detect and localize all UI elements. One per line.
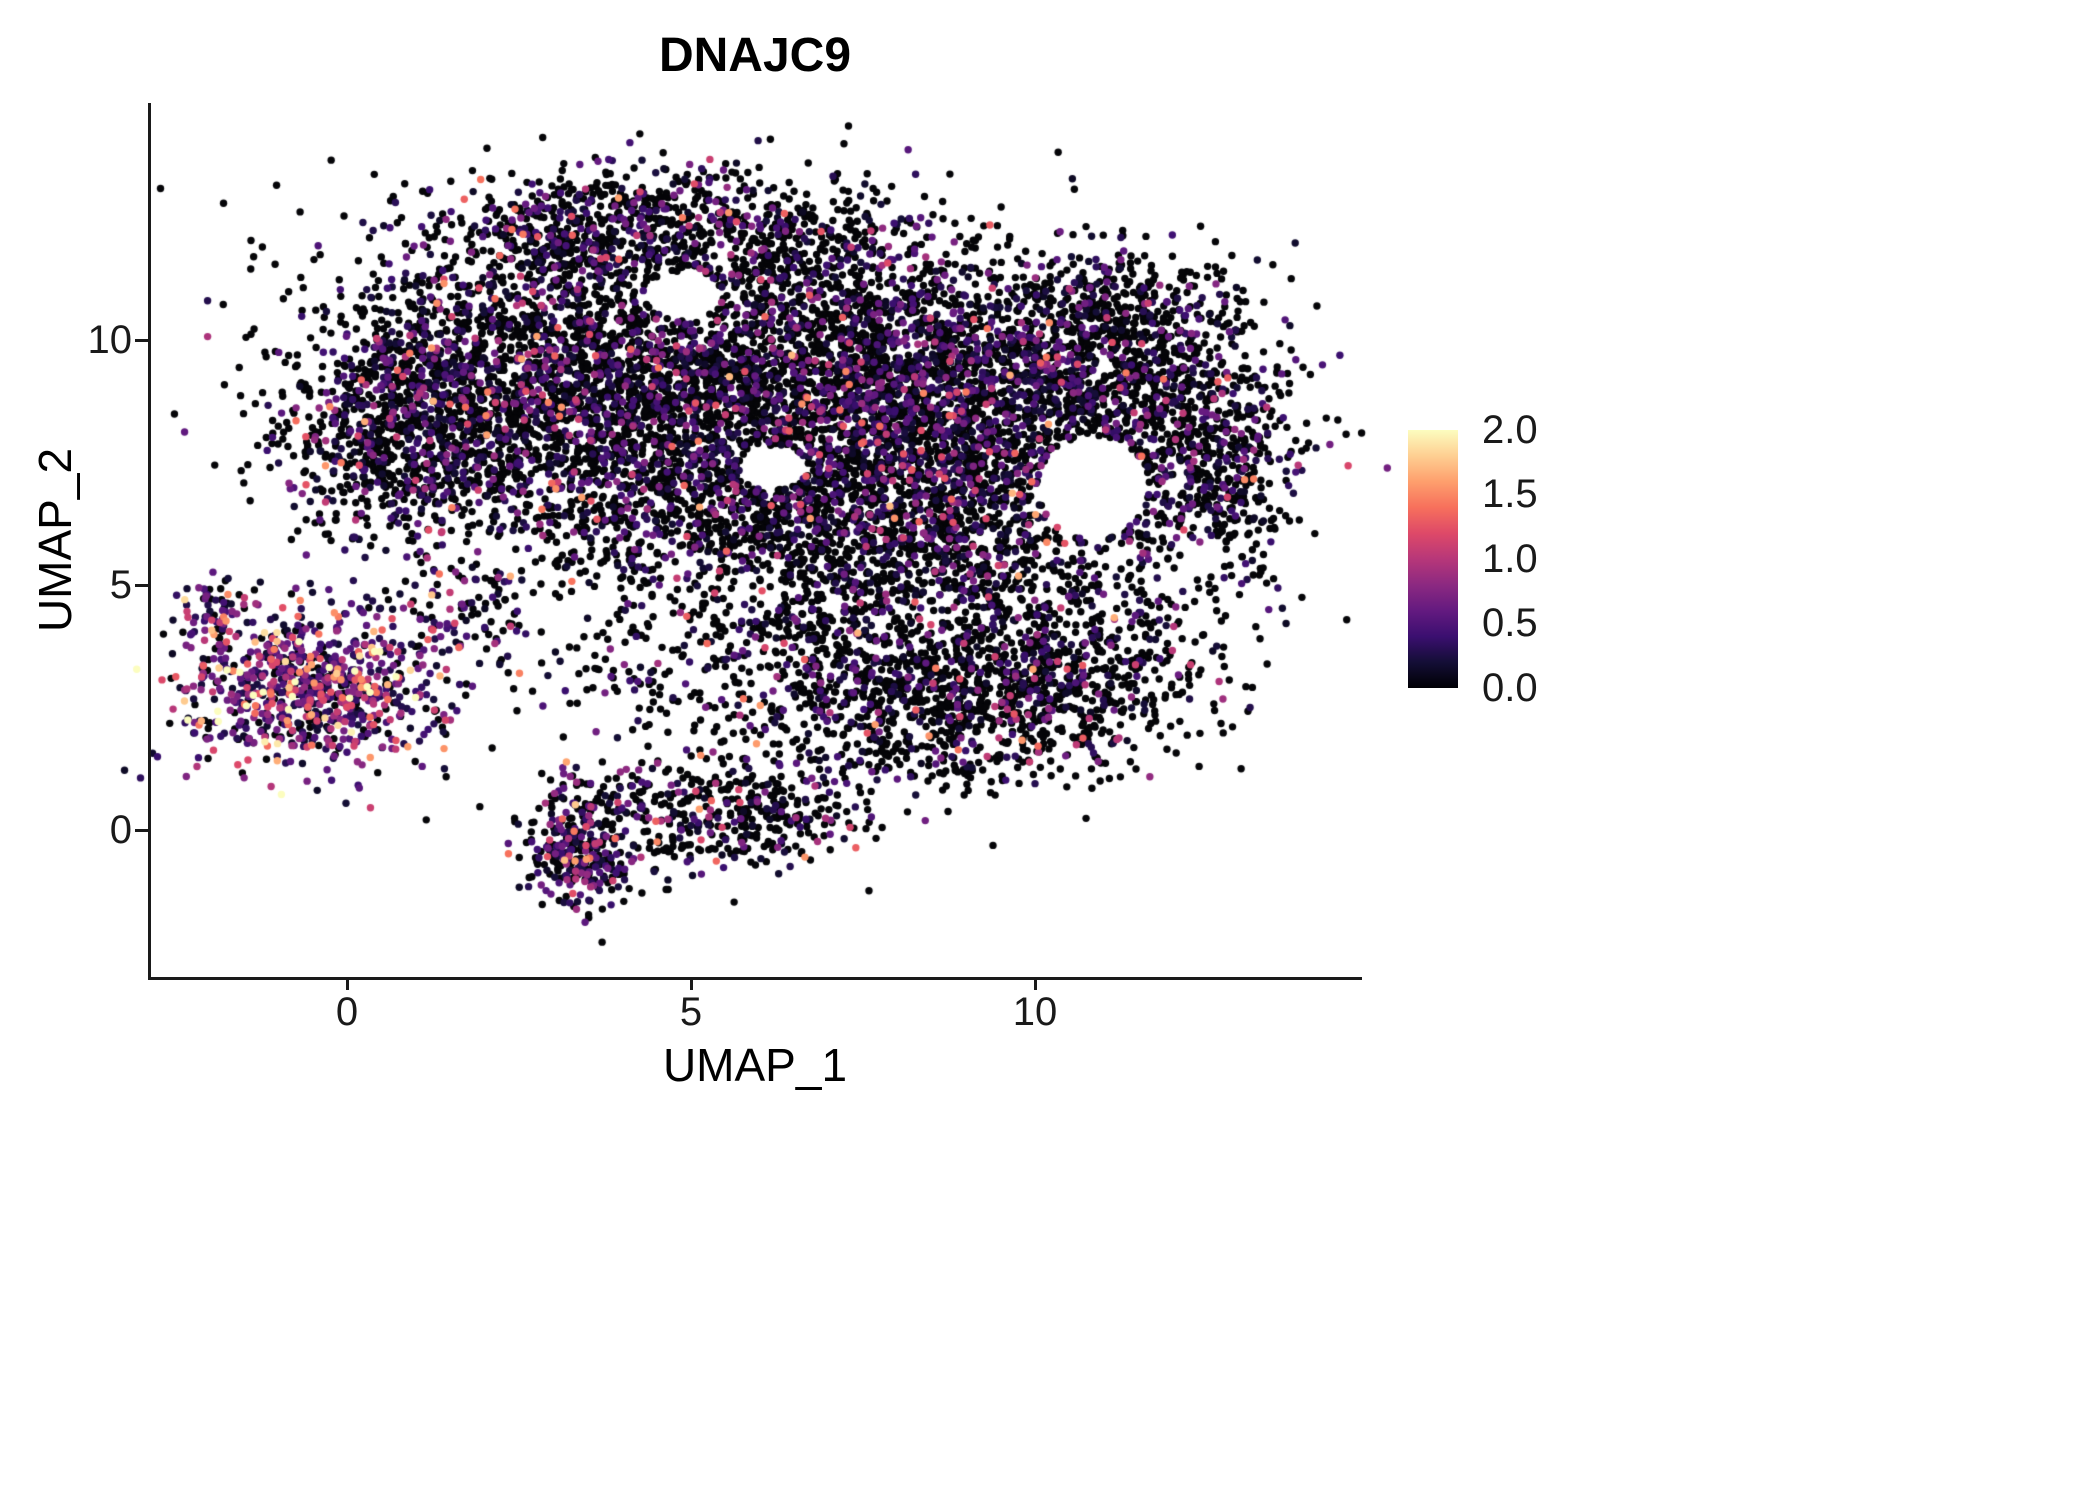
y-tick-label-5: 5 [109, 563, 132, 607]
y-axis-title: UMAP_2 [29, 447, 81, 633]
x-tick-label-5: 5 [679, 990, 703, 1034]
colorbar-tick-label-1: 1.5 [1482, 472, 1538, 516]
colorbar-tick-label-0: 2.0 [1482, 408, 1538, 452]
y-tick-mark [135, 828, 148, 832]
colorbar-tick-label-2: 1.0 [1482, 537, 1538, 581]
x-axis-line [148, 977, 1362, 980]
y-tick-mark [135, 583, 148, 587]
colorbar-tick-label-4: 0.0 [1482, 666, 1538, 710]
y-tick-mark [135, 338, 148, 342]
x-tick-mark [689, 977, 693, 990]
y-tick-label-0: 0 [109, 808, 132, 852]
chart-title: DNAJC9 [658, 29, 852, 82]
x-axis-title: UMAP_1 [662, 1039, 848, 1091]
x-tick-label-10: 10 [1012, 990, 1058, 1034]
y-axis-line [148, 103, 151, 980]
x-tick-mark [1033, 977, 1037, 990]
x-tick-label-0: 0 [335, 990, 359, 1034]
colorbar-tick-label-3: 0.5 [1482, 601, 1538, 645]
x-tick-mark [345, 977, 349, 990]
colorbar-gradient [1408, 430, 1458, 688]
y-tick-label-10: 10 [87, 318, 133, 362]
